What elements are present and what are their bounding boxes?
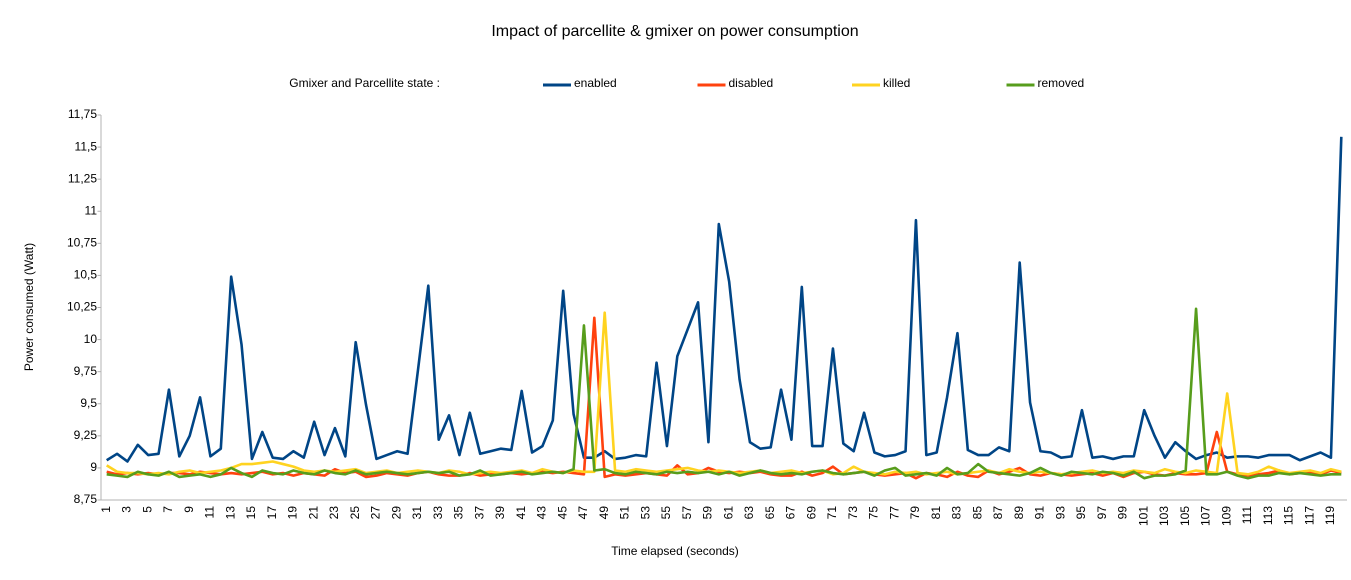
x-tick-label: 29	[389, 506, 403, 520]
x-tick-label: 71	[825, 506, 839, 520]
x-tick-label: 67	[784, 506, 798, 520]
x-tick-label: 65	[763, 506, 777, 520]
y-tick-label: 11	[85, 203, 98, 217]
x-tick-label: 45	[555, 506, 569, 520]
x-tick-label: 1	[99, 506, 113, 513]
chart-title: Impact of parcellite & gmixer on power c…	[491, 23, 858, 40]
x-tick-label: 55	[659, 506, 673, 520]
x-tick-label: 59	[701, 506, 715, 520]
y-tick-label: 9	[90, 460, 97, 474]
legend-label: enabled	[574, 76, 617, 90]
x-tick-label: 97	[1095, 506, 1109, 520]
y-axis-label: Power consumed (Watt)	[22, 243, 36, 371]
legend-label: disabled	[729, 76, 774, 90]
y-tick-label: 10,25	[67, 300, 97, 314]
series-line	[106, 136, 1343, 463]
x-tick-label: 69	[804, 506, 818, 520]
y-tick-label: 9,75	[74, 364, 98, 378]
x-tick-label: 23	[327, 506, 341, 520]
x-tick-label: 77	[887, 506, 901, 520]
x-tick-label: 89	[1012, 506, 1026, 520]
x-tick-label: 43	[535, 506, 549, 520]
x-tick-label: 41	[514, 506, 528, 520]
x-tick-label: 75	[867, 506, 881, 520]
x-tick-label: 111	[1240, 506, 1254, 525]
x-tick-label: 101	[1136, 506, 1150, 526]
y-tick-label: 11,5	[75, 139, 98, 153]
series-line	[106, 311, 1342, 476]
x-tick-label: 35	[452, 506, 466, 520]
x-tick-label: 17	[265, 506, 279, 520]
y-tick-label: 10	[84, 332, 98, 346]
x-tick-label: 57	[680, 506, 694, 520]
x-tick-label: 93	[1053, 506, 1067, 520]
x-tick-label: 113	[1261, 506, 1275, 525]
x-tick-label: 53	[638, 506, 652, 520]
x-tick-label: 21	[306, 506, 320, 520]
x-tick-label: 109	[1219, 506, 1233, 526]
y-tick-label: 10,5	[74, 268, 98, 282]
x-tick-label: 117	[1302, 506, 1316, 525]
y-tick-label: 8,75	[74, 492, 98, 506]
y-tick-label: 10,75	[67, 236, 97, 250]
x-tick-label: 73	[846, 506, 860, 520]
y-tick-label: 9,25	[74, 428, 98, 442]
x-tick-label: 103	[1157, 506, 1171, 526]
series-line	[106, 307, 1342, 480]
x-tick-label: 11	[203, 506, 217, 519]
x-tick-label: 33	[431, 506, 445, 520]
x-tick-label: 37	[472, 506, 486, 520]
x-tick-label: 95	[1074, 506, 1088, 520]
x-tick-label: 105	[1178, 506, 1192, 526]
x-tick-label: 9	[182, 506, 196, 513]
x-tick-label: 19	[286, 506, 300, 520]
y-tick-label: 9,5	[80, 396, 97, 410]
x-tick-label: 31	[410, 506, 424, 520]
x-tick-label: 61	[721, 506, 735, 520]
x-tick-label: 115	[1282, 506, 1296, 525]
x-tick-label: 5	[140, 506, 154, 513]
legend-title: Gmixer and Parcellite state :	[289, 76, 440, 90]
x-tick-label: 119	[1323, 506, 1337, 525]
y-tick-label: 11,25	[68, 171, 97, 185]
legend-label: killed	[883, 76, 910, 90]
x-tick-label: 7	[161, 506, 175, 513]
x-tick-label: 47	[576, 506, 590, 520]
x-tick-label: 39	[493, 506, 507, 520]
x-tick-label: 13	[223, 506, 237, 520]
x-tick-label: 91	[1033, 506, 1047, 520]
x-tick-label: 83	[950, 506, 964, 520]
y-tick-label: 11,75	[68, 107, 97, 121]
legend-label: removed	[1038, 76, 1085, 90]
x-tick-label: 25	[348, 506, 362, 520]
x-tick-label: 51	[618, 506, 632, 520]
x-axis-label: Time elapsed (seconds)	[611, 544, 739, 558]
x-tick-label: 79	[908, 506, 922, 520]
x-tick-label: 63	[742, 506, 756, 520]
x-tick-label: 49	[597, 506, 611, 520]
x-tick-label: 3	[120, 506, 134, 513]
x-tick-label: 107	[1199, 506, 1213, 526]
x-tick-label: 81	[929, 506, 943, 520]
x-tick-label: 85	[970, 506, 984, 520]
x-tick-label: 27	[369, 506, 383, 520]
x-tick-label: 87	[991, 506, 1005, 520]
x-tick-label: 99	[1116, 506, 1130, 520]
x-tick-label: 15	[244, 506, 258, 520]
